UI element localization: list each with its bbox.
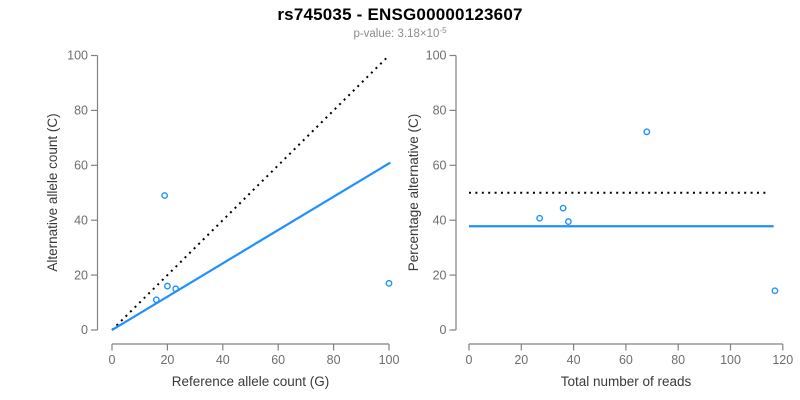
y-axis-title: Alternative allele count (C) (45, 113, 60, 271)
y-tick-label: 100 (426, 49, 447, 63)
y-tick-label: 20 (74, 268, 88, 282)
p-value-text: p-value: 3.18×10 (353, 28, 440, 40)
data-point (771, 287, 779, 295)
y-tick-label: 0 (81, 323, 88, 337)
x-axis-title: Total number of reads (561, 374, 692, 389)
x-tick-label: 100 (720, 353, 741, 367)
y-axis-title: Percentage alternative (C) (406, 114, 421, 272)
y-tick-label: 60 (433, 159, 447, 173)
y-tick-label: 40 (433, 213, 447, 227)
x-tick-label: 0 (466, 353, 473, 367)
y-tick-label: 0 (440, 323, 447, 337)
right-plot: 0 20 40 60 80 100 0 20 40 60 80 100 120 Total number … (406, 49, 793, 389)
fitted-ratio-line (111, 161, 391, 331)
data-point (172, 285, 180, 293)
p-value-exponent: -5 (439, 26, 447, 35)
y-tick-label: 20 (433, 268, 447, 282)
identity-line (111, 54, 390, 331)
data-point (152, 296, 160, 304)
x-tick-label: 60 (271, 353, 285, 367)
p-value-subtitle: p-value: 3.18×10-5 (0, 26, 800, 40)
y-tick-label: 60 (74, 159, 88, 173)
page-title: rs745035 - ENSG00000123607 (277, 5, 523, 24)
x-tick-label: 80 (671, 353, 685, 367)
data-point (643, 128, 651, 136)
data-point (163, 282, 171, 290)
x-tick-label: 40 (216, 353, 230, 367)
data-point (536, 214, 544, 222)
left-plot: 0 20 40 60 80 100 0 20 40 60 80 100 Reference allele… (45, 49, 399, 389)
x-tick-label: 60 (619, 353, 633, 367)
x-tick-label: 120 (772, 353, 793, 367)
data-point (564, 218, 572, 225)
y-tick-label: 40 (74, 213, 88, 227)
x-axis-title: Reference allele count (G) (172, 374, 330, 389)
data-point (559, 204, 567, 212)
y-tick-label: 100 (67, 49, 88, 63)
data-point (385, 279, 393, 287)
x-tick-label: 20 (514, 353, 528, 367)
x-tick-label: 80 (327, 353, 341, 367)
x-tick-label: 0 (109, 353, 116, 367)
data-point (161, 192, 169, 199)
x-tick-label: 40 (567, 353, 581, 367)
y-tick-label: 80 (74, 104, 88, 118)
x-tick-label: 100 (379, 353, 400, 367)
y-tick-label: 80 (433, 104, 447, 118)
x-tick-label: 20 (160, 353, 174, 367)
